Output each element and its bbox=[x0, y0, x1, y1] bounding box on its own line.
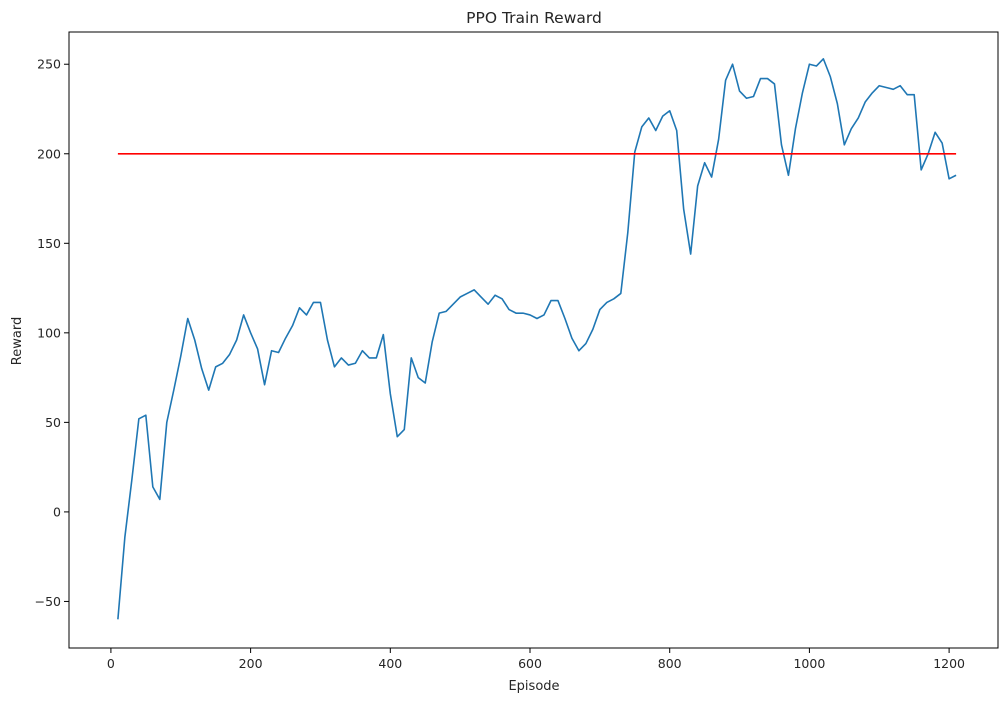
y-tick-label: 200 bbox=[37, 146, 61, 161]
chart-title: PPO Train Reward bbox=[466, 9, 602, 27]
x-axis: 0 200 400 600 800 1000 1200 bbox=[107, 648, 965, 671]
x-tick-label: 1000 bbox=[793, 656, 825, 671]
x-tick-label: 0 bbox=[107, 656, 115, 671]
y-tick-label: −50 bbox=[35, 594, 61, 609]
reward-series-line bbox=[117, 58, 957, 620]
x-tick-label: 600 bbox=[518, 656, 542, 671]
plot-area bbox=[68, 31, 999, 649]
x-axis-label: Episode bbox=[508, 679, 559, 694]
x-tick-label: 400 bbox=[378, 656, 402, 671]
y-tick-label: 100 bbox=[37, 325, 61, 340]
x-tick-label: 800 bbox=[658, 656, 682, 671]
y-axis-label: Reward bbox=[10, 317, 25, 365]
x-tick-label: 1200 bbox=[933, 656, 965, 671]
series-lines bbox=[117, 58, 957, 620]
y-tick-label: 150 bbox=[37, 236, 61, 251]
x-tick-label: 200 bbox=[239, 656, 263, 671]
y-tick-label: 0 bbox=[53, 504, 61, 519]
y-axis: −50 0 50 100 150 200 250 bbox=[35, 57, 69, 609]
y-tick-label: 50 bbox=[45, 415, 61, 430]
y-tick-label: 250 bbox=[37, 57, 61, 72]
